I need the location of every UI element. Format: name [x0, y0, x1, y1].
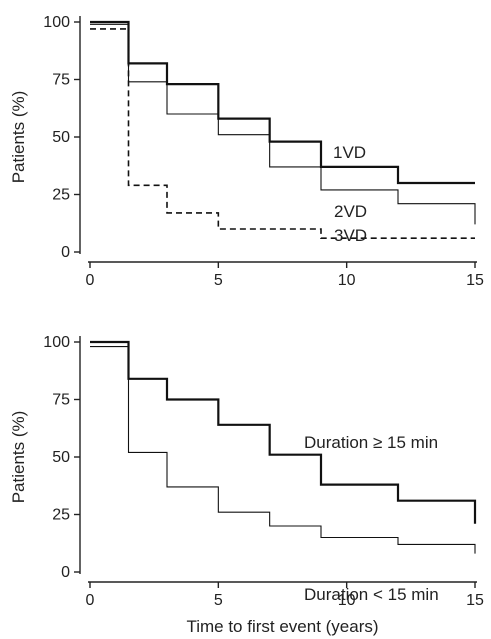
y-tick-label: 75	[52, 72, 70, 89]
y-axis-label: Patients (%)	[9, 91, 28, 184]
x-tick-label: 15	[466, 592, 484, 609]
series-annotation: Duration < 15 min	[304, 585, 439, 604]
series-annotation: 2VD	[334, 202, 367, 221]
series-annotation: 1VD	[333, 143, 366, 162]
chart-panel-2: 0 25 50 75 100 0 5 10 15 Patients (%) Time to firs…	[9, 334, 484, 636]
series-line-2	[90, 23, 476, 225]
series-annotation: Duration ≥ 15 min	[304, 433, 438, 452]
y-tick-label: 0	[61, 244, 70, 261]
x-tick-label: 15	[466, 272, 484, 289]
series-line-1	[90, 20, 475, 185]
x-axis-label: Time to first event (years)	[186, 617, 378, 636]
y-tick-label: 100	[43, 334, 70, 351]
series-annotation: 3VD	[334, 226, 367, 245]
x-tick-label: 10	[338, 272, 356, 289]
series-line-3	[90, 28, 475, 239]
y-tick-label: 75	[52, 392, 70, 409]
chart-panel-1: 0 25 50 75 100 0 5 10 15 Patients (%) 1VD 2VD 3VD	[9, 14, 484, 289]
y-axis-label: Patients (%)	[9, 411, 28, 504]
x-tick-label: 0	[86, 592, 95, 609]
x-tick-label: 0	[86, 272, 95, 289]
x-tick-label: 5	[214, 272, 223, 289]
x-tick-label: 5	[214, 592, 223, 609]
y-tick-label: 50	[52, 129, 70, 146]
series-line-1	[90, 340, 477, 524]
y-tick-label: 25	[52, 187, 70, 204]
y-tick-label: 25	[52, 507, 70, 524]
x-tick-label: 10	[338, 592, 356, 609]
series-line-2	[90, 346, 476, 554]
y-tick-label: 0	[61, 564, 70, 581]
y-tick-label: 50	[52, 449, 70, 466]
y-tick-label: 100	[43, 14, 70, 31]
